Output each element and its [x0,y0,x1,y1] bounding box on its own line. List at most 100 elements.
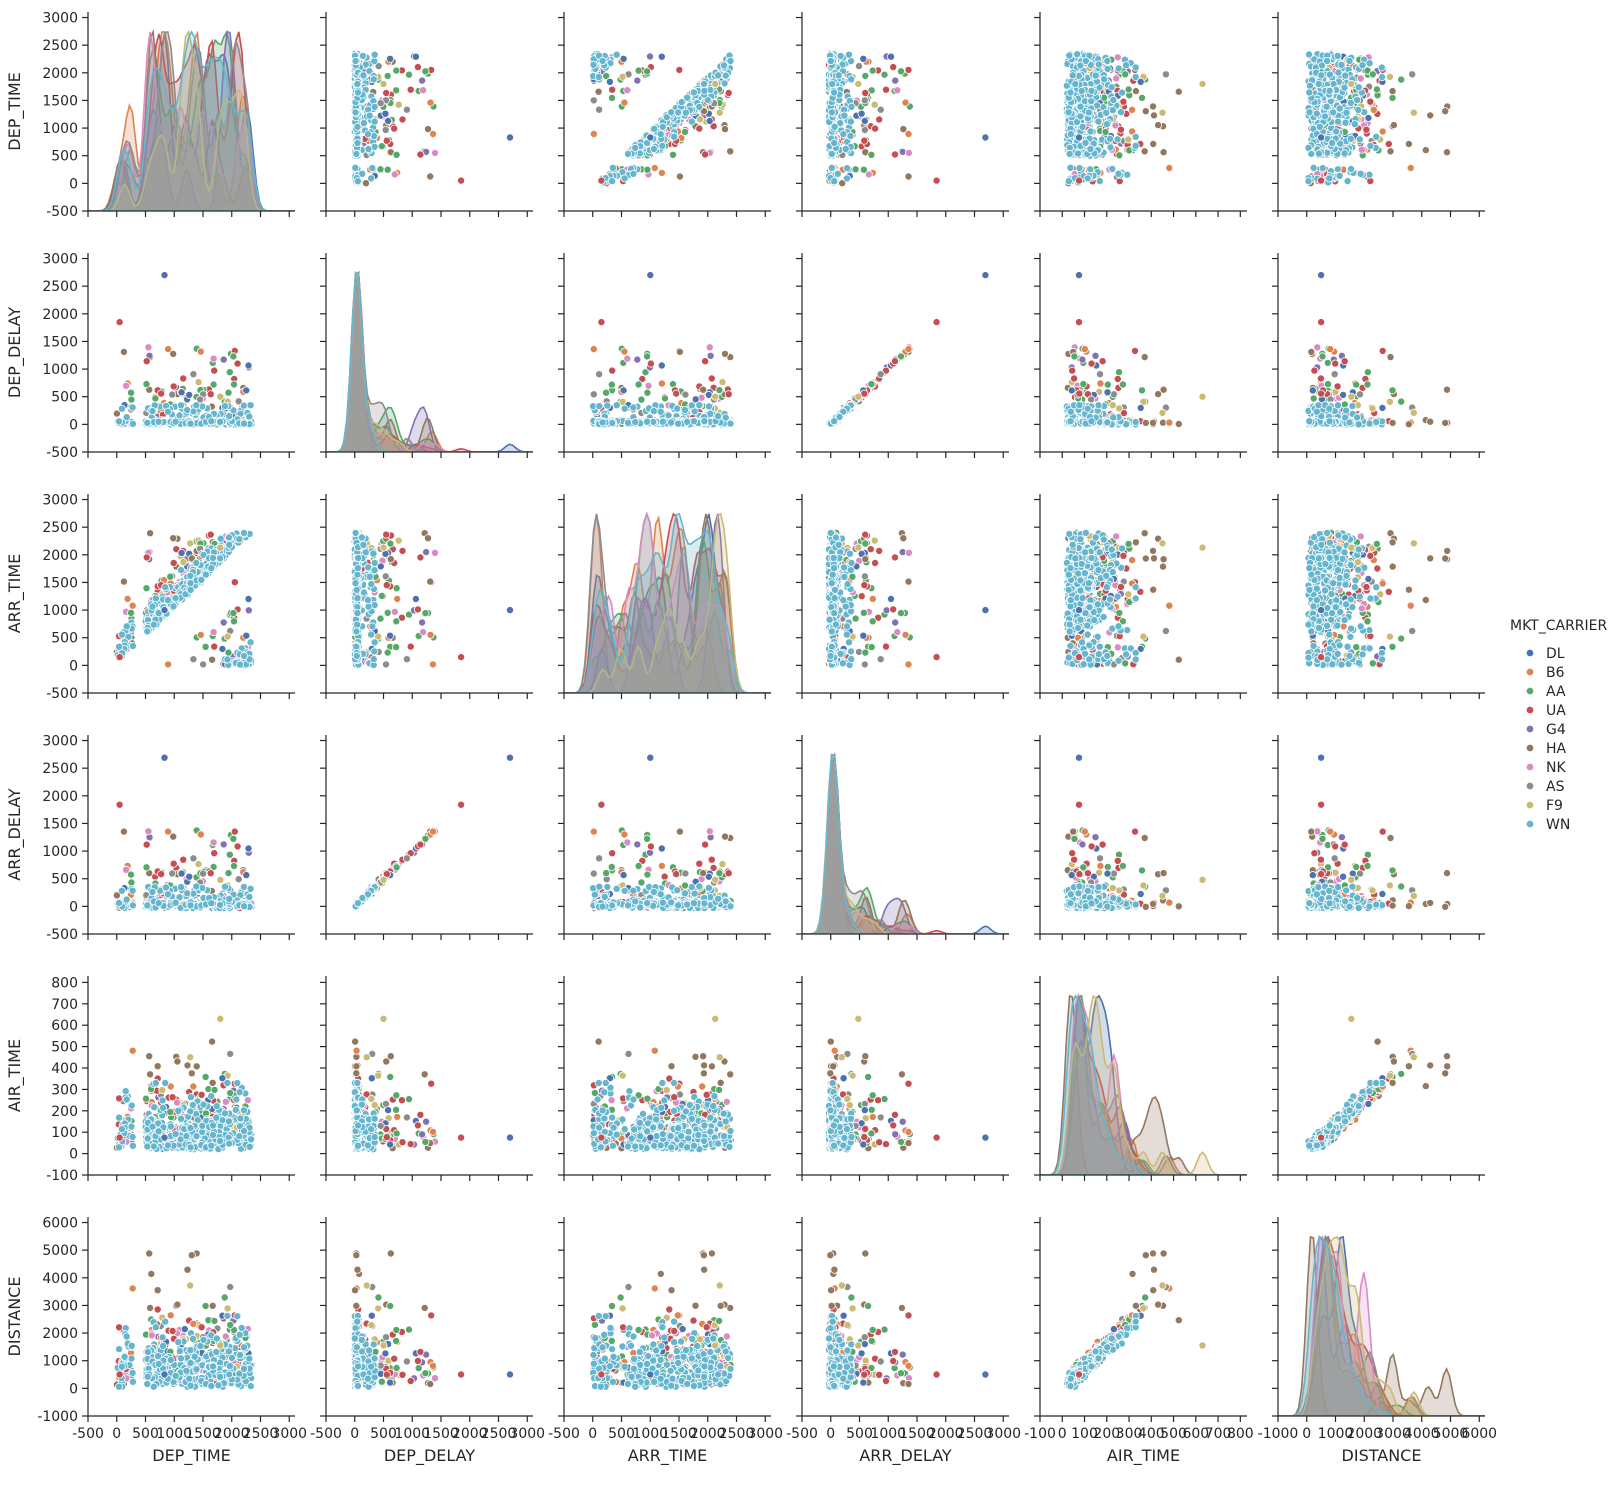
point-wn [674,108,683,117]
point-wn [1066,130,1075,139]
point-wn [595,402,604,411]
point-aa [867,150,876,159]
point-nk [644,381,653,390]
point-wn [704,402,713,411]
point-ha [675,172,684,181]
point-as [860,126,869,135]
point-aa [607,380,616,389]
point-ha [720,349,729,358]
y-tick-label: 3000 [42,252,78,268]
point-wn [1345,57,1354,66]
plot-area [112,271,256,429]
point-ua [169,382,178,391]
subplot-dep_time-vs-dep_delay [320,12,533,217]
point-aa [229,380,238,389]
point-wn [629,403,638,412]
point-wn [220,402,229,411]
point-wn [1118,88,1127,97]
point-ua [210,366,219,375]
point-wn [700,80,709,89]
point-b6 [1406,163,1415,172]
y-tick-label: 500 [51,149,78,165]
point-as [589,96,598,105]
point-ua [707,374,716,383]
subplot-dep_delay-vs-dep_delay [320,253,533,458]
point-wn [714,71,723,80]
point-ua [382,136,391,145]
point-wn [1103,64,1112,73]
point-b6 [904,130,913,139]
point-g4 [418,76,427,85]
point-wn [840,111,849,120]
point-g4 [891,76,900,85]
subplot-dep_time-vs-air_time [1034,12,1247,217]
point-wn [1321,112,1330,121]
point-nk [893,86,902,95]
point-dl [657,361,666,370]
point-wn [1066,163,1075,172]
point-wn [1325,70,1334,79]
point-wn [689,417,698,426]
point-as [402,105,411,114]
point-wn [598,57,607,66]
point-wn [1071,80,1080,89]
y-tick-label: 1500 [42,334,78,350]
point-wn [369,75,378,84]
point-aa [127,395,136,404]
point-wn [608,177,617,186]
point-aa [608,93,617,102]
point-aa [1388,93,1397,102]
point-wn [367,174,376,183]
point-wn [833,169,842,178]
point-b6 [657,168,666,177]
point-wn [1113,135,1122,144]
point-wn [841,144,850,153]
point-wn [1094,60,1103,69]
point-wn [364,144,373,153]
point-aa [861,71,870,80]
point-wn [649,144,658,153]
point-wn [658,417,667,426]
point-wn [1346,134,1355,143]
point-ua [597,318,606,327]
point-ua [608,366,617,375]
point-wn [1325,86,1334,95]
point-wn [246,401,255,410]
point-as [589,390,598,399]
point-f9 [194,378,203,387]
point-nk [705,343,714,352]
point-f9 [711,392,720,401]
point-wn [148,407,157,416]
point-as [168,390,177,399]
point-wn [683,417,692,426]
point-wn [1094,117,1103,126]
point-wn [643,417,652,426]
point-ha [726,147,735,156]
point-aa [1372,85,1381,94]
point-ua [724,89,733,98]
point-aa [392,66,401,75]
point-f9 [718,378,727,387]
point-wn [830,88,839,97]
point-f9 [1347,79,1356,88]
point-dl [657,52,666,61]
point-ua [142,357,151,366]
point-ha [1421,146,1430,155]
point-ua [115,318,124,327]
point-wn [1333,51,1342,60]
point-nk [431,148,440,157]
point-nk [144,343,153,352]
point-dl [887,52,896,61]
point-wn [631,418,640,427]
point-wn [700,86,709,95]
point-wn [827,108,836,117]
point-wn [154,417,163,426]
point-ha [1131,87,1140,96]
plot-area [88,28,295,211]
y-tick-label: -500 [46,204,78,220]
point-wn [143,418,152,427]
point-wn [1315,122,1324,131]
point-wn [1114,169,1123,178]
